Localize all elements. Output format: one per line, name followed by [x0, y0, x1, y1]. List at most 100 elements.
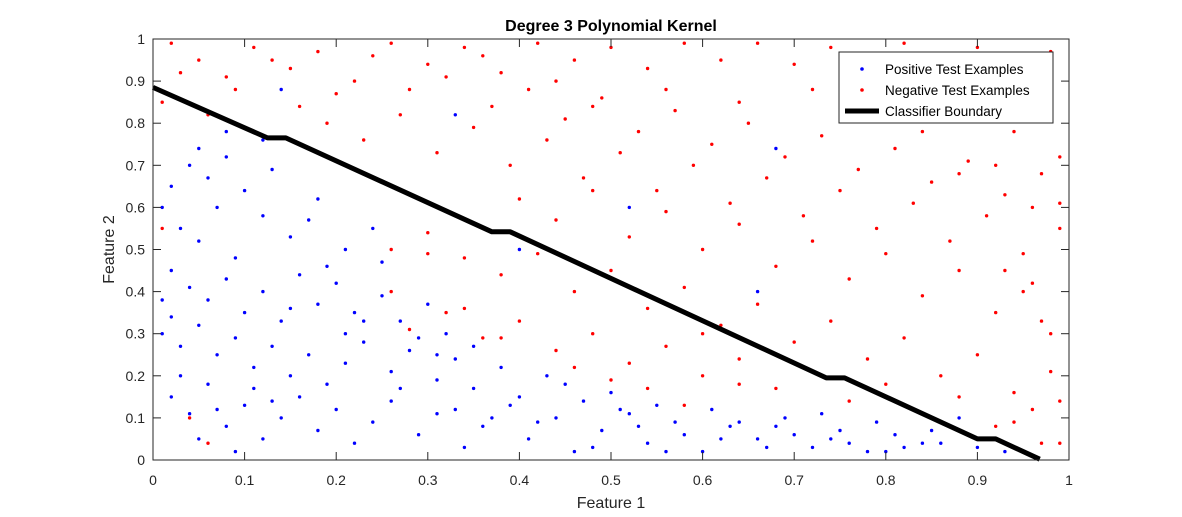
negative-point [792, 340, 796, 344]
negative-point [746, 121, 751, 125]
positive-point [389, 369, 393, 374]
positive-point [792, 433, 796, 437]
negative-point [371, 54, 375, 58]
positive-point [352, 441, 357, 445]
negative-point [270, 58, 274, 62]
positive-point [737, 420, 741, 424]
negative-point [856, 167, 860, 172]
positive-point [215, 353, 219, 357]
negative-point [591, 332, 595, 336]
positive-point [233, 336, 238, 340]
negative-point [490, 104, 494, 109]
positive-point [279, 416, 283, 420]
positive-point [581, 399, 586, 403]
positive-point [362, 340, 366, 344]
negative-point [645, 306, 650, 311]
negative-point [1012, 420, 1016, 424]
positive-point [435, 378, 439, 382]
negative-point [563, 117, 567, 121]
positive-point [847, 441, 851, 445]
negative-point [444, 75, 448, 79]
positive-point [178, 344, 183, 348]
negative-point [737, 222, 741, 226]
negative-point [499, 336, 503, 340]
negative-point [499, 273, 503, 277]
positive-point [334, 281, 338, 285]
negative-point [893, 146, 897, 151]
positive-point [389, 399, 393, 403]
y-tick-label: 1 [137, 31, 145, 47]
negative-point [774, 386, 778, 391]
positive-point [765, 445, 769, 450]
negative-point [737, 382, 741, 386]
positive-point [343, 247, 348, 252]
negative-point [389, 247, 393, 252]
negative-point [884, 382, 888, 386]
positive-point [435, 412, 439, 416]
negative-point [920, 294, 925, 298]
y-tick-label: 0.8 [126, 115, 146, 131]
negative-point [536, 41, 540, 45]
negative-point [957, 395, 961, 399]
negative-point [929, 180, 934, 184]
negative-point [645, 386, 650, 391]
positive-point [371, 226, 375, 231]
positive-point [920, 441, 925, 445]
negative-point [700, 374, 705, 378]
negative-point [572, 365, 577, 370]
negative-point [682, 403, 686, 407]
negative-point [591, 104, 595, 109]
positive-point [508, 403, 512, 407]
negative-point [554, 79, 558, 83]
positive-point [307, 218, 311, 222]
y-tick-label: 0.3 [126, 326, 146, 342]
positive-point [371, 420, 375, 424]
negative-point [627, 235, 631, 239]
positive-point [316, 197, 320, 201]
positive-point [517, 247, 522, 252]
positive-point [279, 319, 283, 323]
negative-point [700, 332, 705, 336]
y-tick-label: 0.4 [126, 284, 146, 300]
positive-point [645, 441, 650, 445]
x-tick-label: 0.7 [784, 472, 804, 488]
negative-point [755, 302, 760, 306]
positive-point [288, 306, 293, 311]
positive-point [517, 395, 522, 399]
negative-point [444, 310, 448, 315]
negative-point [462, 306, 467, 311]
x-tick-label: 0.9 [968, 472, 988, 488]
positive-point [627, 412, 631, 416]
positive-point [526, 437, 531, 441]
negative-point [1030, 281, 1035, 285]
negative-point [737, 100, 741, 104]
positive-point [206, 298, 210, 302]
negative-point [655, 188, 659, 193]
negative-point [499, 71, 503, 75]
x-tick-label: 0.6 [693, 472, 713, 488]
negative-point [462, 45, 467, 50]
negative-point [325, 121, 329, 125]
positive-point [435, 353, 439, 357]
positive-point [178, 226, 183, 231]
negative-point [948, 239, 952, 243]
positive-point [829, 437, 833, 441]
positive-point [1003, 449, 1007, 454]
negative-point [847, 277, 851, 281]
negative-point [1030, 407, 1035, 412]
positive-point [270, 399, 274, 403]
negative-point [700, 247, 705, 252]
negative-point [838, 188, 842, 193]
negative-point [664, 87, 668, 92]
negative-point [362, 138, 366, 142]
negative-point [994, 163, 998, 167]
y-tick-label: 0.9 [126, 73, 146, 89]
negative-point [1003, 193, 1007, 197]
negative-point [719, 58, 723, 62]
positive-point [279, 87, 283, 92]
negative-point [169, 41, 173, 45]
negative-point [187, 416, 192, 420]
negative-point [664, 344, 668, 348]
positive-point [224, 129, 228, 134]
